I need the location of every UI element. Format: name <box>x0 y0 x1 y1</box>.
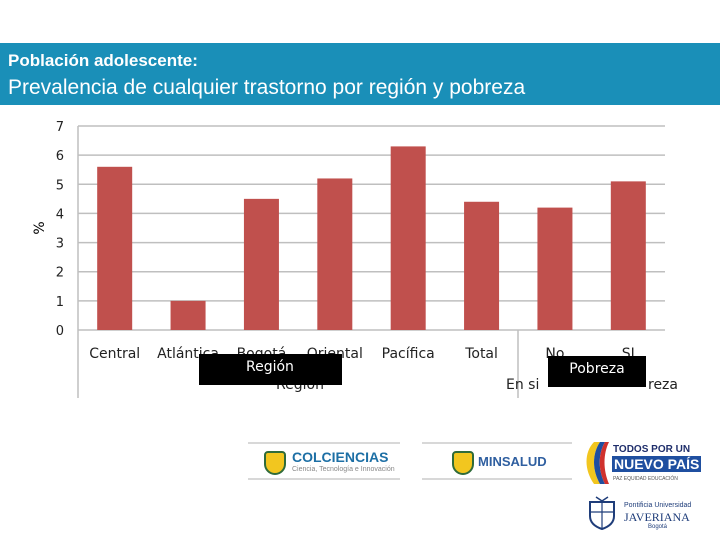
bar-bogotá <box>243 198 279 330</box>
bar-pacífica <box>390 146 426 330</box>
javeriana-line2: JAVERIANA <box>624 510 690 524</box>
bar-central <box>97 166 133 330</box>
poverty-group-label-right-partial: reza <box>648 377 678 393</box>
x-category-label: Pacífica <box>382 346 435 362</box>
bars <box>97 146 646 330</box>
javeriana-logo: Pontificia Universidad JAVERIANA Bogotá <box>586 496 696 532</box>
minsalud-logo: MINSALUD <box>422 440 572 480</box>
colombia-flag-swoosh-icon <box>586 442 609 484</box>
y-axis-label: % <box>32 221 48 234</box>
colombia-coat-of-arms-icon <box>264 451 286 475</box>
x-category-label: Central <box>89 346 140 362</box>
todos-line3: PAZ EQUIDAD EDUCACIÓN <box>613 476 678 482</box>
todos-line2: NUEVO PAÍS <box>612 456 702 472</box>
y-tick-label: 7 <box>56 120 64 135</box>
y-tick-label: 1 <box>56 295 64 310</box>
colciencias-tagline: Ciencia, Tecnología e Innovación <box>292 466 395 473</box>
y-tick-label: 6 <box>56 149 64 164</box>
logo-divider <box>422 442 572 444</box>
poverty-group-label: Pobreza <box>548 356 646 387</box>
minsalud-name: MINSALUD <box>478 454 547 469</box>
gridlines <box>78 125 665 331</box>
bar-si <box>610 181 646 330</box>
colciencias-logo: COLCIENCIAS Ciencia, Tecnología e Innova… <box>248 440 400 480</box>
todos-line1: TODOS POR UN <box>613 444 691 455</box>
region-group-label: Región <box>199 354 342 385</box>
y-tick-labels: 0 1 2 3 4 5 6 7 <box>56 120 64 339</box>
bar-oriental <box>317 178 353 330</box>
bar-atlántica <box>170 300 206 330</box>
y-tick-label: 5 <box>56 178 64 193</box>
y-tick-label: 3 <box>56 237 64 252</box>
logo-divider <box>248 478 400 480</box>
javeriana-line3: Bogotá <box>648 524 668 530</box>
javeriana-line1: Pontificia Universidad <box>624 502 692 509</box>
y-tick-label: 0 <box>56 324 64 339</box>
y-tick-label: 4 <box>56 207 64 222</box>
x-category-label: Total <box>464 346 498 362</box>
y-tick-label: 2 <box>56 266 64 281</box>
header-band <box>0 43 720 105</box>
colciencias-name: COLCIENCIAS <box>292 449 389 465</box>
javeriana-crest-icon <box>589 496 615 530</box>
page-title: Prevalencia de cualquier trastorno por r… <box>8 76 526 99</box>
logo-divider <box>248 442 400 444</box>
colombia-coat-of-arms-icon <box>452 451 474 475</box>
bar-no <box>537 207 573 330</box>
header-subtitle: Población adolescente: <box>8 51 198 70</box>
logo-divider <box>422 478 572 480</box>
todos-por-un-nuevo-pais-logo: TODOS POR UN NUEVO PAÍS PAZ EQUIDAD EDUC… <box>580 440 702 488</box>
bar-total <box>464 201 500 330</box>
poverty-group-label-left-partial: En si <box>506 377 539 393</box>
